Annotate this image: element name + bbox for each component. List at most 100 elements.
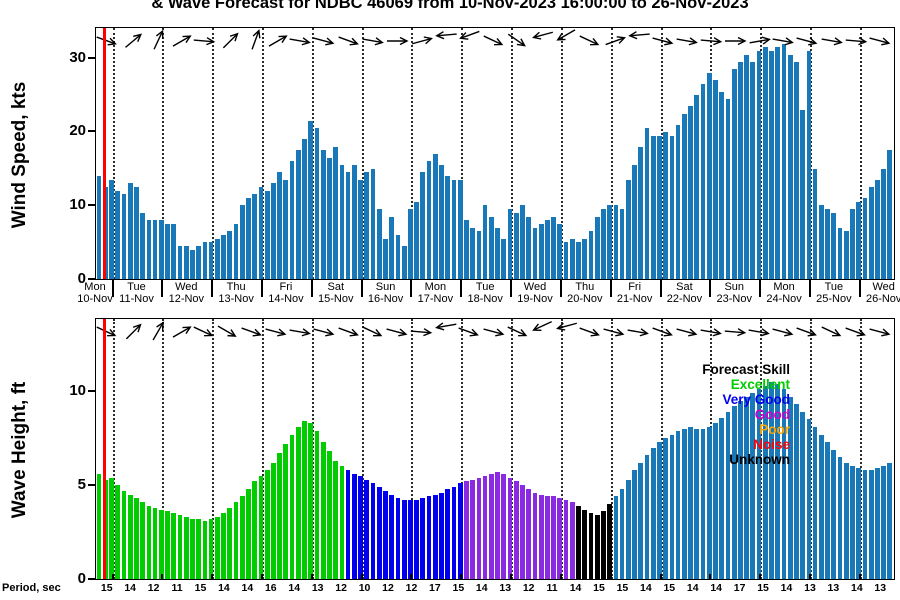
wave-bar bbox=[470, 479, 475, 579]
wind-direction-arrow bbox=[724, 323, 749, 337]
day-gridline bbox=[411, 319, 414, 579]
wind-bar bbox=[731, 69, 737, 279]
wave-bar bbox=[383, 490, 388, 579]
wave-bar bbox=[526, 488, 532, 579]
wave-bar bbox=[831, 449, 837, 579]
wind-bar bbox=[613, 205, 619, 279]
wind-bar bbox=[625, 179, 631, 279]
wind-direction-arrow bbox=[409, 30, 435, 46]
legend-entry-poor: Poor bbox=[759, 422, 790, 437]
day-gridline bbox=[212, 28, 215, 279]
wind-bar bbox=[239, 205, 245, 279]
wind-bar bbox=[320, 150, 326, 279]
wind-bar bbox=[526, 216, 532, 279]
wave-bar bbox=[271, 462, 276, 579]
day-of-week-label: Mon bbox=[84, 281, 106, 293]
wind-direction-arrow bbox=[675, 321, 701, 337]
y-tick-label: 30 bbox=[69, 48, 86, 66]
wave-bar bbox=[850, 466, 855, 579]
period-value: 11 bbox=[546, 582, 558, 594]
wind-bar bbox=[700, 84, 706, 279]
wind-y-axis-label: Wind Speed, kts bbox=[9, 81, 30, 229]
wave-bar bbox=[339, 466, 345, 579]
period-value: 14 bbox=[218, 582, 230, 594]
wave-bar bbox=[445, 488, 451, 579]
date-label: 21-Nov bbox=[616, 293, 653, 305]
wind-bar bbox=[862, 198, 868, 279]
wave-bar bbox=[439, 492, 444, 579]
x-tick-mark bbox=[510, 280, 513, 297]
wind-bar bbox=[183, 245, 189, 279]
wind-bar bbox=[190, 249, 195, 279]
legend-entry-noise: Noise bbox=[753, 437, 790, 452]
date-label: 23-Nov bbox=[716, 293, 752, 305]
wind-bar bbox=[152, 220, 158, 279]
x-tick-mark bbox=[609, 280, 612, 297]
x-tick-mark bbox=[559, 574, 562, 580]
day-of-week-label: Wed bbox=[523, 281, 547, 293]
wave-bar bbox=[762, 385, 768, 579]
wind-direction-arrow bbox=[264, 28, 290, 49]
wind-direction-arrow bbox=[530, 319, 556, 338]
wave-bar bbox=[607, 503, 612, 579]
wave-bar bbox=[358, 475, 363, 579]
x-tick-mark bbox=[111, 574, 114, 580]
wind-bar bbox=[127, 183, 133, 279]
wind-bar bbox=[750, 62, 756, 279]
period-value: 13 bbox=[827, 582, 840, 594]
day-of-week-label: Sat bbox=[327, 281, 344, 293]
wave-bar bbox=[706, 426, 712, 579]
day-gridline bbox=[610, 28, 613, 279]
wind-bar bbox=[115, 190, 121, 279]
wind-bar bbox=[657, 135, 662, 279]
wave-bar bbox=[482, 475, 488, 579]
period-value: 15 bbox=[663, 582, 676, 594]
y-tick-mark bbox=[88, 56, 95, 59]
x-tick-mark bbox=[510, 574, 513, 580]
day-of-week-label: Tue bbox=[824, 281, 844, 293]
day-of-week-label: Fri bbox=[628, 281, 642, 293]
wind-bar bbox=[569, 238, 575, 279]
wind-direction-arrow bbox=[602, 29, 628, 47]
wind-direction-arrow bbox=[244, 25, 262, 51]
wind-speed-panel bbox=[95, 27, 895, 280]
wave-bar bbox=[389, 494, 395, 579]
wind-direction-arrow bbox=[337, 320, 363, 338]
wave-bar bbox=[688, 426, 693, 579]
wind-bar bbox=[177, 245, 183, 279]
date-label: 15-Nov bbox=[318, 293, 354, 305]
wave-bar bbox=[619, 488, 625, 579]
wave-bar bbox=[837, 457, 843, 579]
period-value: 15 bbox=[757, 582, 769, 594]
wind-bar bbox=[794, 62, 799, 279]
wave-bar bbox=[488, 473, 494, 579]
day-of-week-label: Thu bbox=[226, 281, 246, 293]
wave-bar bbox=[588, 513, 594, 579]
wave-bar bbox=[601, 511, 606, 579]
wind-direction-arrow bbox=[868, 321, 894, 337]
day-gridline bbox=[461, 319, 464, 579]
wind-bar bbox=[557, 223, 563, 279]
period-value: 17 bbox=[429, 582, 441, 594]
x-tick-mark bbox=[759, 574, 762, 580]
wind-bar bbox=[345, 172, 351, 279]
wind-bar bbox=[725, 98, 731, 279]
wave-bar bbox=[215, 517, 220, 579]
wind-bar bbox=[327, 157, 332, 279]
wave-bar bbox=[420, 498, 426, 579]
wind-direction-arrow bbox=[217, 26, 241, 50]
x-tick-mark bbox=[211, 280, 214, 297]
y-tick-label: 10 bbox=[69, 381, 86, 399]
wind-bar bbox=[775, 47, 781, 279]
wave-bar bbox=[165, 511, 170, 579]
wave-bar bbox=[775, 383, 781, 579]
wind-bar bbox=[632, 165, 637, 279]
x-tick-mark bbox=[111, 280, 114, 297]
period-value: 12 bbox=[522, 582, 535, 594]
period-value: 14 bbox=[475, 582, 488, 594]
day-gridline bbox=[361, 319, 364, 579]
date-label: 24-Nov bbox=[766, 293, 802, 305]
wind-bar bbox=[825, 209, 830, 279]
period-value: 15 bbox=[194, 582, 207, 594]
